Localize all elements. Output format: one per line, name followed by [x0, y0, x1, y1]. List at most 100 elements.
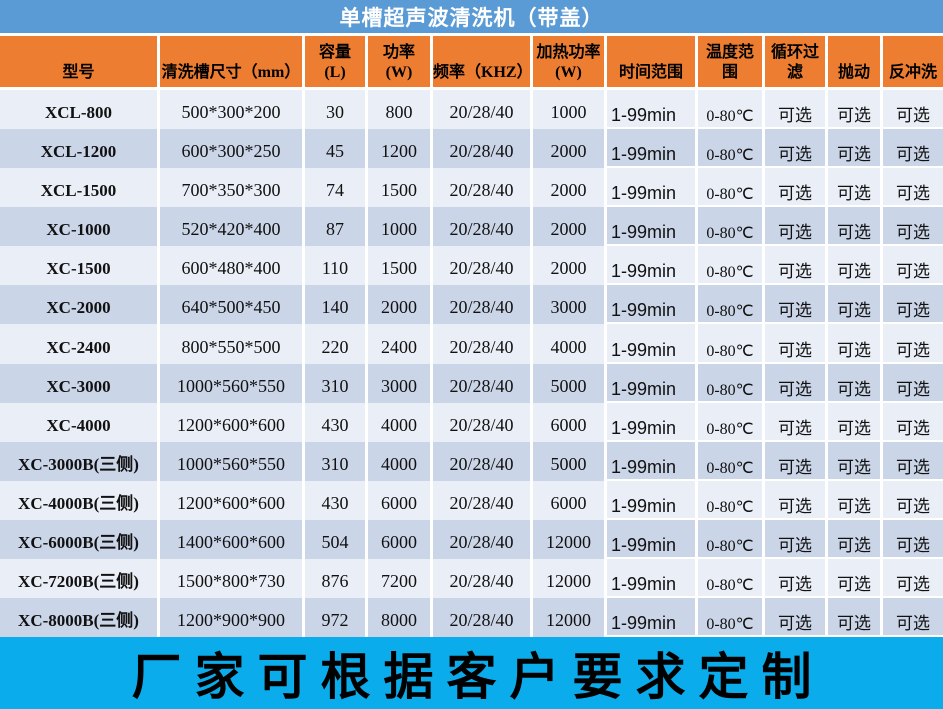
cell-power: 1000: [368, 207, 433, 247]
cell-power: 1500: [368, 246, 433, 286]
cell-frequency: 20/28/40: [433, 441, 533, 481]
cell-time-range: 1-99min: [607, 324, 698, 364]
cell-power: 2000: [368, 285, 433, 325]
cell-agitation: 可选: [828, 402, 883, 442]
cell-backwash: 可选: [883, 285, 943, 325]
table-row: XC-3000 1000*560*550 310 3000 20/28/40 5…: [0, 363, 943, 403]
cell-temp-range: 0-80℃: [698, 90, 765, 130]
cell-power: 4000: [368, 402, 433, 442]
cell-power: 1200: [368, 129, 433, 169]
cell-backwash: 可选: [883, 129, 943, 169]
cell-backwash: 可选: [883, 403, 943, 442]
cell-agitation: 可选: [828, 246, 883, 286]
cell-tank-size: 1200*600*600: [160, 402, 305, 442]
cell-backwash: 可选: [883, 90, 943, 130]
page-title: 单槽超声波清洗机（带盖）: [339, 6, 604, 30]
cell-temp-range: 0-80℃: [698, 324, 765, 364]
cell-capacity: 972: [305, 598, 368, 638]
column-header-model: 型号: [0, 36, 160, 87]
column-header-tank-size: 清洗槽尺寸（mm）: [160, 36, 305, 87]
cell-temp-range: 0-80℃: [698, 129, 765, 169]
cell-heating-power: 12000: [533, 598, 607, 638]
table-row: XCL-1200 600*300*250 45 1200 20/28/40 20…: [0, 129, 943, 169]
cell-model: XCL-800: [0, 90, 160, 130]
cell-tank-size: 520*420*400: [160, 207, 305, 247]
cell-tank-size: 640*500*450: [160, 285, 305, 325]
cell-time-range: 1-99min: [607, 168, 698, 208]
table-row: XCL-1500 700*350*300 74 1500 20/28/40 20…: [0, 168, 943, 208]
cell-model: XC-6000B(三侧): [0, 519, 160, 559]
cell-frequency: 20/28/40: [433, 129, 533, 169]
table-row: XC-1000 520*420*400 87 1000 20/28/40 200…: [0, 207, 943, 247]
cell-temp-range: 0-80℃: [698, 402, 765, 442]
cell-time-range: 1-99min: [607, 246, 698, 286]
cell-time-range: 1-99min: [607, 402, 698, 442]
cell-model: XC-2400: [0, 324, 160, 364]
table-row: XCL-800 500*300*200 30 800 20/28/40 1000…: [0, 90, 943, 130]
cell-model: XC-3000: [0, 363, 160, 403]
column-header-agitation: 抛动: [828, 36, 883, 87]
cell-circulation-filter: 可选: [765, 168, 828, 208]
table-row: XC-2000 640*500*450 140 2000 20/28/40 30…: [0, 285, 943, 325]
cell-temp-range: 0-80℃: [698, 519, 765, 559]
cell-capacity: 310: [305, 363, 368, 403]
cell-time-range: 1-99min: [607, 598, 698, 638]
column-header-circulation-filter: 循环过 滤: [765, 36, 828, 87]
table-row: XC-4000 1200*600*600 430 4000 20/28/40 6…: [0, 402, 943, 442]
cell-circulation-filter: 可选: [765, 285, 828, 325]
cell-circulation-filter: 可选: [765, 598, 828, 638]
cell-model: XC-1000: [0, 207, 160, 247]
cell-power: 7200: [368, 558, 433, 599]
cell-heating-power: 2000: [533, 129, 607, 169]
cell-power: 4000: [368, 441, 433, 481]
cell-agitation: 可选: [828, 90, 883, 130]
cell-frequency: 20/28/40: [433, 168, 533, 208]
cell-frequency: 20/28/40: [433, 480, 533, 520]
cell-heating-power: 3000: [533, 285, 607, 325]
cell-backwash: 可选: [883, 364, 943, 403]
cell-temp-range: 0-80℃: [698, 598, 765, 638]
cell-agitation: 可选: [828, 207, 883, 247]
cell-power: 8000: [368, 598, 433, 638]
cell-capacity: 504: [305, 519, 368, 559]
cell-circulation-filter: 可选: [765, 363, 828, 403]
cell-time-range: 1-99min: [607, 558, 698, 599]
cell-heating-power: 2000: [533, 246, 607, 286]
cell-power: 3000: [368, 363, 433, 403]
column-header-time-range: 时间范围: [607, 36, 698, 87]
cell-power: 800: [368, 90, 433, 130]
cell-capacity: 110: [305, 246, 368, 286]
cell-model: XC-3000B(三侧): [0, 441, 160, 481]
cell-agitation: 可选: [828, 519, 883, 559]
cell-tank-size: 1200*600*600: [160, 480, 305, 520]
cell-heating-power: 4000: [533, 324, 607, 364]
cell-time-range: 1-99min: [607, 363, 698, 403]
cell-agitation: 可选: [828, 558, 883, 599]
cell-model: XC-1500: [0, 246, 160, 286]
cell-frequency: 20/28/40: [433, 598, 533, 638]
cell-temp-range: 0-80℃: [698, 285, 765, 325]
cell-circulation-filter: 可选: [765, 246, 828, 286]
cell-temp-range: 0-80℃: [698, 441, 765, 481]
cell-tank-size: 600*480*400: [160, 246, 305, 286]
cell-capacity: 140: [305, 285, 368, 325]
cell-model: XC-4000B(三侧): [0, 480, 160, 520]
cell-tank-size: 1500*800*730: [160, 558, 305, 599]
cell-model: XC-8000B(三侧): [0, 598, 160, 638]
cell-tank-size: 1000*560*550: [160, 363, 305, 403]
cell-backwash: 可选: [883, 598, 943, 638]
table-body: XCL-800 500*300*200 30 800 20/28/40 1000…: [0, 90, 943, 638]
cell-capacity: 220: [305, 324, 368, 364]
cell-temp-range: 0-80℃: [698, 558, 765, 599]
cell-time-range: 1-99min: [607, 285, 698, 325]
cell-capacity: 876: [305, 558, 368, 599]
banner-text: 厂家可根据客户要求定制: [131, 649, 825, 705]
cell-frequency: 20/28/40: [433, 207, 533, 247]
cell-time-range: 1-99min: [607, 90, 698, 130]
cell-time-range: 1-99min: [607, 207, 698, 247]
cell-frequency: 20/28/40: [433, 519, 533, 559]
cell-agitation: 可选: [828, 598, 883, 638]
cell-tank-size: 1400*600*600: [160, 519, 305, 559]
cell-tank-size: 500*300*200: [160, 90, 305, 130]
cell-heating-power: 2000: [533, 168, 607, 208]
